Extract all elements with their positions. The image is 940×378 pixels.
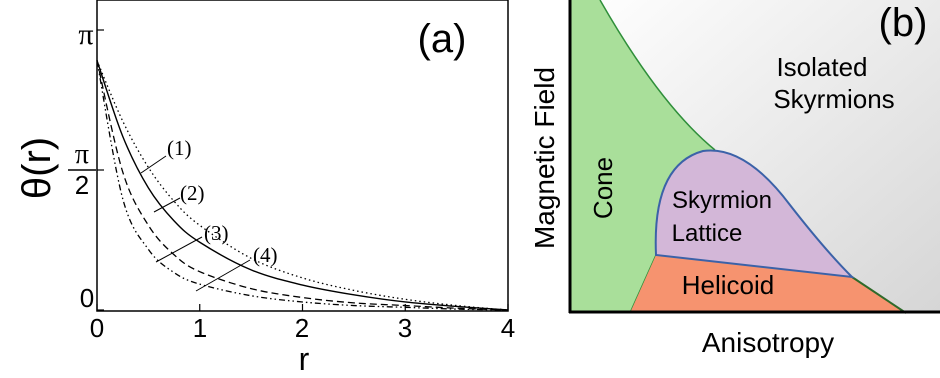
- y-tick-zero: 0: [80, 283, 94, 313]
- curve-3-leader: [155, 236, 203, 263]
- y-tick-half-numerator: π: [75, 139, 89, 170]
- x-tick-label: 2: [295, 313, 309, 343]
- series-line-3: [96, 60, 509, 311]
- series-line-1: [96, 60, 509, 311]
- cone-label: Cone: [588, 157, 618, 219]
- curve-1-leader: [140, 155, 167, 174]
- curve-label-1: (1): [167, 136, 192, 160]
- x-axis-label: r: [299, 341, 310, 377]
- curve-label-2: (2): [180, 181, 205, 205]
- y-tick-half-denominator: 2: [75, 170, 89, 200]
- isolated-skyrmions-label-line1: Isolated: [776, 52, 867, 82]
- curve-label-3: (3): [204, 221, 229, 245]
- curve-4-leader: [195, 259, 251, 292]
- panel-b-y-axis-label: Magnetic Field: [529, 67, 560, 249]
- panel-b-x-axis-label: Anisotropy: [702, 327, 834, 358]
- isolated-skyrmions-label-line2: Skyrmions: [773, 84, 894, 114]
- panel-a-plot-frame: [96, 0, 509, 312]
- helicoid-label: Helicoid: [682, 270, 775, 300]
- series-line-2: [96, 60, 509, 311]
- cone-region: [570, 0, 715, 313]
- helicoid-region: [630, 255, 906, 313]
- panel-b-phase-diagram: (b) Isolated Skyrmions Cone Skyrmion Lat…: [529, 0, 940, 358]
- panel-a-label: (a): [418, 17, 467, 61]
- panel-a-series-group: [96, 60, 509, 311]
- curve-2-leader: [153, 197, 181, 213]
- skyrmion-lattice-region: [654, 149, 855, 279]
- skyrmion-lattice-label-line1: Skyrmion: [672, 187, 772, 214]
- y-axis-label: θ(r): [15, 137, 59, 199]
- x-tick-label: 1: [193, 313, 207, 343]
- panel-b-label: (b): [879, 1, 928, 45]
- x-tick-label: 4: [501, 313, 515, 343]
- y-tick-pi: π: [78, 18, 93, 51]
- cone-boundary-line: [599, 0, 716, 151]
- panel-a-chart: π π 2 0 0 1 2 3 4 r θ(r) (a) (1) (2) (3)…: [15, 0, 515, 377]
- curve-label-4: (4): [253, 243, 278, 267]
- x-tick-label: 3: [398, 313, 412, 343]
- x-tick-label: 0: [90, 313, 104, 343]
- skyrmion-lattice-label-line2: Lattice: [672, 220, 743, 247]
- helicoid-right-boundary: [851, 276, 907, 314]
- series-line-4: [96, 60, 509, 311]
